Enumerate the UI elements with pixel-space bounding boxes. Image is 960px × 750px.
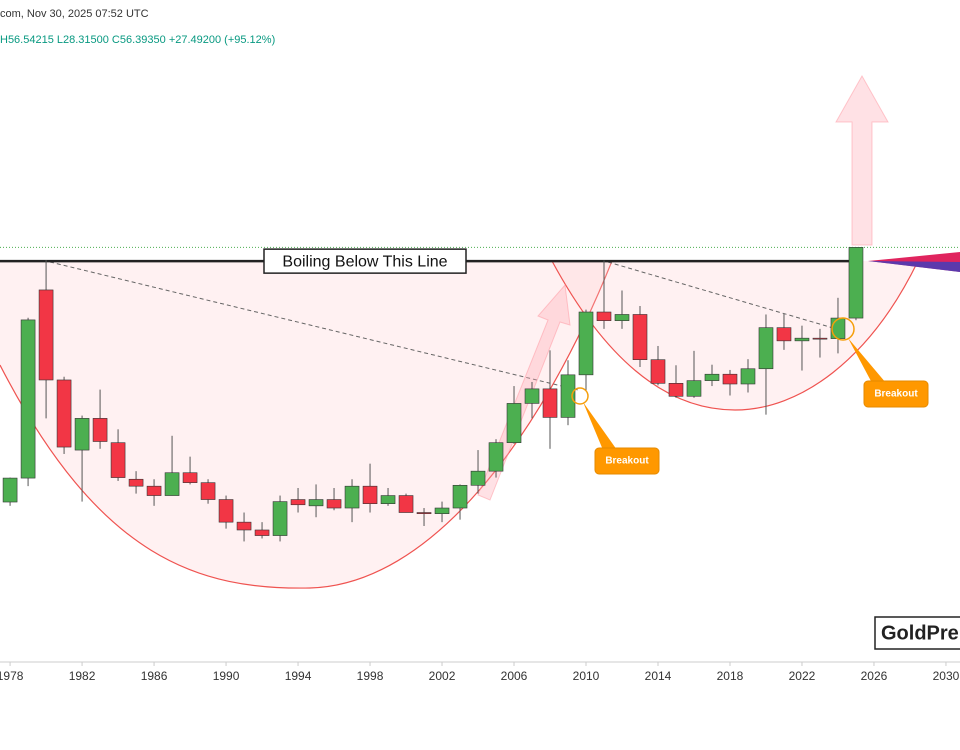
candle-body — [308, 499, 324, 507]
candle-body — [398, 495, 414, 513]
cup-curve — [551, 260, 919, 411]
callout-pointer — [848, 338, 886, 383]
candle-body — [128, 478, 144, 487]
callout-box — [863, 380, 929, 408]
x-tick-label: 1978 — [0, 669, 24, 683]
cup-curve — [0, 260, 613, 589]
candle-body — [434, 507, 450, 514]
x-tick-label: 1998 — [357, 669, 384, 683]
candle-body — [272, 501, 288, 536]
candle-body — [362, 485, 378, 504]
x-tick-label: 2030 — [933, 669, 960, 683]
x-tick-label: 1990 — [213, 669, 240, 683]
candle-body — [578, 311, 594, 376]
candle-body — [380, 495, 396, 504]
header-source: com, Nov 30, 2025 07:52 UTC — [0, 8, 149, 20]
annotations: Boiling Below This Line Breakout Breakout G… — [263, 248, 960, 650]
arrow — [835, 74, 889, 246]
candle-body — [560, 374, 576, 418]
candle-body — [20, 319, 36, 479]
candle-body — [92, 418, 108, 442]
x-tick-label: 2026 — [861, 669, 888, 683]
x-tick-label: 1994 — [285, 669, 312, 683]
resistance-label: Boiling Below This Line — [282, 253, 447, 270]
watermark: GoldPre — [881, 622, 959, 644]
candle-body — [452, 484, 468, 509]
candle-body — [830, 317, 846, 339]
x-tick-label: 2018 — [717, 669, 744, 683]
x-tick-label: 2014 — [645, 669, 672, 683]
candle-body — [110, 442, 126, 478]
candle-body — [146, 485, 162, 496]
candle-body — [650, 359, 666, 384]
candle-body — [704, 373, 720, 381]
x-tick-label: 2002 — [429, 669, 456, 683]
watermark-box — [874, 616, 960, 650]
candle-body — [848, 247, 864, 319]
header-ohlc: H56.54215 L28.31500 C56.39350 +27.49200 … — [0, 34, 275, 46]
x-tick-label: 2022 — [789, 669, 816, 683]
cup-fill — [552, 261, 918, 410]
candle-body — [722, 373, 738, 385]
candle-body — [506, 403, 522, 443]
x-tick-label: 2006 — [501, 669, 528, 683]
breakout-circle — [571, 387, 589, 405]
candle-body — [470, 470, 486, 486]
candle-body — [794, 337, 810, 342]
candle-body — [74, 418, 90, 451]
candle-body — [776, 327, 792, 342]
callout-label: Breakout — [874, 389, 918, 400]
candle-body — [740, 368, 756, 385]
candle-body — [254, 529, 270, 536]
x-tick-label: 1982 — [69, 669, 96, 683]
trend-line — [607, 261, 841, 331]
x-tick-label: 1986 — [141, 669, 168, 683]
candle-body — [218, 499, 234, 523]
breakout-circle — [831, 317, 855, 341]
candle-body — [524, 388, 540, 404]
candle-body — [200, 482, 216, 500]
candle-body — [668, 383, 684, 397]
candle-body — [344, 485, 360, 509]
candle-body — [38, 289, 54, 381]
candle-body — [596, 311, 612, 321]
candle-body — [416, 512, 432, 514]
candle-body — [164, 472, 180, 496]
wedge — [868, 261, 960, 272]
candle-body — [614, 314, 630, 321]
callout-pointer — [583, 402, 617, 450]
candle-body — [182, 472, 198, 483]
candle-body — [632, 314, 648, 360]
candle-body — [542, 388, 558, 418]
x-tick-label: 2010 — [573, 669, 600, 683]
resistance-label-box — [263, 248, 467, 274]
callout-box — [594, 447, 660, 475]
candle-body — [812, 337, 828, 340]
candle-body — [290, 499, 306, 506]
candle-body — [326, 499, 342, 509]
candle-body — [488, 442, 504, 472]
candle-body — [2, 477, 18, 503]
candle-body — [758, 327, 774, 370]
candle-body — [56, 379, 72, 448]
candle-body — [686, 380, 702, 397]
candle-body — [236, 521, 252, 531]
callout-label: Breakout — [605, 456, 649, 467]
